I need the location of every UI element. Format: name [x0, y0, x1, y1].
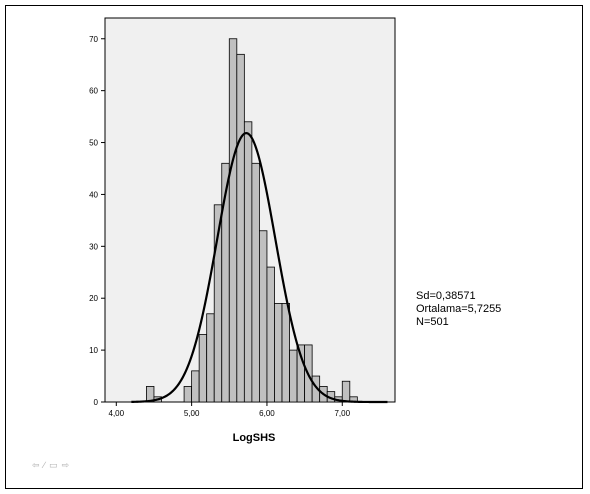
edit-icon[interactable]: ∕ — [43, 460, 46, 470]
next-icon[interactable]: ⇨ — [61, 460, 70, 470]
y-tick-label: 70 — [89, 35, 98, 44]
histogram-bar — [281, 303, 290, 403]
histogram-bar — [341, 380, 351, 403]
histogram-bar — [274, 303, 283, 403]
mean-label: Ortalama=5,7255 — [416, 303, 502, 315]
y-tick-label: 60 — [89, 87, 98, 96]
y-tick-label: 0 — [94, 398, 99, 407]
x-tick-label: 4,00 — [109, 409, 125, 418]
y-tick-label: 30 — [89, 242, 98, 251]
sd-label: Sd=0,38571 — [416, 290, 476, 302]
histogram-bar — [289, 349, 298, 403]
y-tick-label: 10 — [89, 346, 98, 355]
x-axis-title: LogSHS — [233, 432, 276, 444]
x-tick-label: 5,00 — [184, 409, 200, 418]
y-tick-label: 40 — [89, 190, 98, 199]
axes: 0 10 20 30 40 50 60 70 4,00 5,00 6,00 7,00 — [89, 35, 351, 418]
menu-icon[interactable]: ▭ — [49, 460, 58, 470]
prev-icon[interactable]: ⇦ — [32, 460, 40, 470]
histogram-bar — [251, 162, 260, 403]
x-tick-label: 7,00 — [334, 409, 350, 418]
y-tick-label: 20 — [89, 294, 98, 303]
histogram-bar — [236, 53, 245, 403]
histogram-bar — [183, 386, 193, 403]
histogram-bar — [198, 334, 208, 403]
histogram-bar — [259, 230, 268, 403]
y-tick-label: 50 — [89, 139, 98, 148]
histogram-bar — [228, 38, 238, 403]
slide-navigation: ⇦ ∕ ▭ ⇨ — [32, 460, 69, 471]
n-label: N=501 — [416, 316, 449, 328]
statistics-box: Sd=0,38571 Ortalama=5,7255 N=501 — [416, 290, 501, 329]
histogram-bar — [191, 370, 200, 403]
histogram-bar — [206, 313, 215, 403]
histogram-bar — [146, 386, 155, 403]
x-tick-label: 6,00 — [259, 409, 275, 418]
histogram-bar — [243, 121, 253, 403]
normal-curve — [131, 132, 388, 404]
histogram-bar — [266, 266, 275, 403]
